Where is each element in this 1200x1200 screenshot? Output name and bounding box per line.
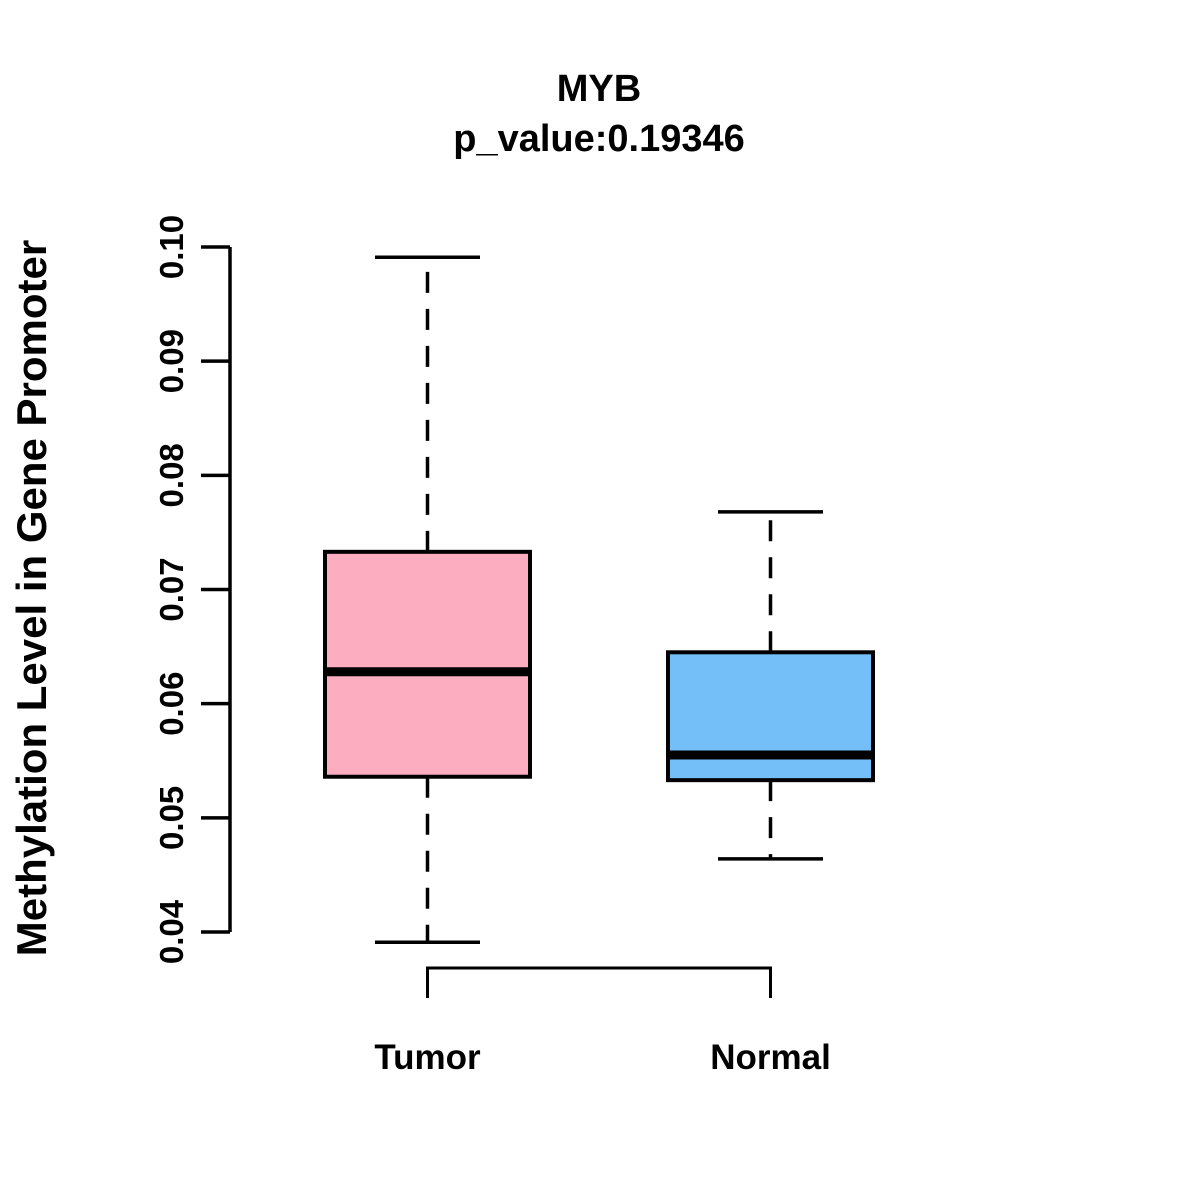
y-tick-label: 0.05 (153, 786, 190, 850)
tumor-box (323, 549, 532, 779)
normal-box (666, 650, 875, 783)
y-axis-label: Methylation Level in Gene Promoter (8, 239, 55, 957)
chart-title: MYB (556, 68, 642, 110)
y-tick-label: 0.09 (153, 329, 190, 393)
y-tick-label: 0.06 (153, 672, 190, 736)
y-tick-label: 0.07 (153, 557, 190, 621)
y-tick-label: 0.04 (153, 899, 190, 964)
category-label-tumor: Tumor (374, 1038, 481, 1077)
chart-subtitle: p_value:0.19346 (453, 118, 745, 160)
y-tick-label: 0.10 (153, 215, 190, 279)
group-bracket (426, 966, 772, 998)
category-label-normal: Normal (710, 1038, 831, 1077)
y-tick-label: 0.08 (153, 443, 190, 507)
